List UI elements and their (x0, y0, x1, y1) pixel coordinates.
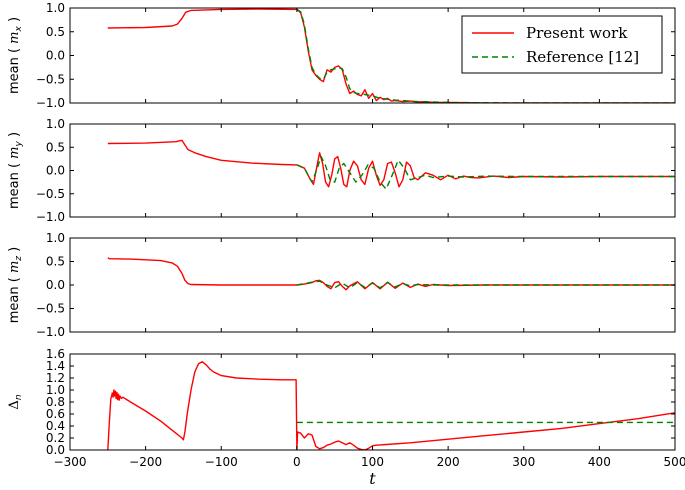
y-tick-label: −1.0 (36, 325, 65, 339)
x-tick-label: −300 (54, 455, 87, 469)
y-tick-label: −1.0 (36, 96, 65, 110)
series-present-work (107, 257, 675, 291)
y-label-prefix: mean ( (7, 273, 22, 323)
y-label-prefix: mean ( (7, 44, 22, 94)
y-tick-label: 0.5 (46, 25, 65, 39)
legend: Present work Reference [12] (461, 15, 663, 74)
y-tick-label: −0.5 (36, 72, 65, 86)
y-axis-label: mean ( mx ) (7, 17, 24, 94)
y-label-subscript: x (14, 26, 24, 33)
y-tick-label: 1.0 (46, 1, 65, 15)
series-group (107, 257, 675, 291)
y-tick-label: 0.2 (46, 431, 65, 445)
panel-3: 1.0 0.5 0.0 −0.5 −1.0 mean ( mz ) (7, 231, 676, 339)
y-tick-label: −0.5 (36, 187, 65, 201)
y-label-subscript: z (14, 256, 24, 262)
x-tick-label: −200 (129, 455, 162, 469)
y-label-subscript: n (14, 394, 24, 400)
legend-label: Present work (526, 24, 628, 42)
y-label-suffix: ) (7, 247, 22, 256)
x-axis-label: t (369, 469, 376, 488)
series-reference (296, 155, 675, 190)
y-tick-label: 1.0 (46, 117, 65, 131)
series-present-work (107, 361, 675, 450)
panel-1: 1.0 0.5 0.0 −0.5 −1.0 mean ( mx ) (7, 1, 676, 110)
series-present-work (107, 139, 675, 188)
y-label-variable: m (7, 261, 22, 273)
y-tick-label: 1.2 (46, 371, 65, 385)
y-tick-label: 1.6 (46, 347, 65, 361)
series-group (107, 361, 675, 450)
y-tick-label: 0.0 (46, 278, 65, 292)
x-tick-label: 500 (664, 455, 685, 469)
y-tick-label: 0.8 (46, 395, 65, 409)
y-label-prefix: mean ( (7, 159, 22, 209)
series-group (107, 139, 675, 190)
y-axis-label: mean ( mz ) (7, 247, 24, 324)
y-tick-label: 1.4 (46, 359, 65, 373)
y-tick-label: 0.0 (46, 49, 65, 63)
y-tick-label: 1.0 (46, 383, 65, 397)
y-axis-label: Δn (7, 394, 24, 409)
x-tick-label: −100 (205, 455, 238, 469)
y-tick-label: 0.0 (46, 443, 65, 457)
x-tick-label: 100 (361, 455, 384, 469)
y-label-variable: Δ (7, 400, 22, 409)
y-axis-label: mean ( my ) (7, 132, 24, 209)
panel-2: 1.0 0.5 0.0 −0.5 −1.0 mean ( my ) (7, 117, 676, 224)
panel-4: 1.61.41.21.00.80.60.40.20.0 Δn (7, 347, 676, 457)
x-tick-labels: −300 −200 −100 0 100 200 300 400 500 (54, 455, 685, 469)
series-reference (296, 8, 675, 103)
series-reference (296, 280, 675, 289)
plot-frame (69, 353, 676, 451)
legend-box (461, 15, 663, 74)
y-tick-label: 0.5 (46, 255, 65, 269)
legend-label: Reference [12] (526, 48, 639, 66)
y-tick-label: 0.6 (46, 407, 65, 421)
y-label-variable: m (7, 147, 22, 159)
y-tick-label: 1.0 (46, 231, 65, 245)
x-tick-label: 300 (512, 455, 535, 469)
x-tick-label: 200 (437, 455, 460, 469)
y-label-suffix: ) (7, 17, 22, 26)
y-label-suffix: ) (7, 132, 22, 141)
x-tick-label: 0 (293, 455, 301, 469)
x-tick-label: 400 (588, 455, 611, 469)
y-label-variable: m (7, 32, 22, 44)
y-tick-label: 0.5 (46, 140, 65, 154)
y-label-subscript: y (14, 141, 24, 148)
y-tick-label: 0.4 (46, 419, 65, 433)
y-tick-label: −1.0 (36, 210, 65, 224)
y-tick-label: 0.0 (46, 164, 65, 178)
y-tick-label: −0.5 (36, 302, 65, 316)
plot-frame (69, 123, 676, 218)
series-group (107, 8, 675, 103)
